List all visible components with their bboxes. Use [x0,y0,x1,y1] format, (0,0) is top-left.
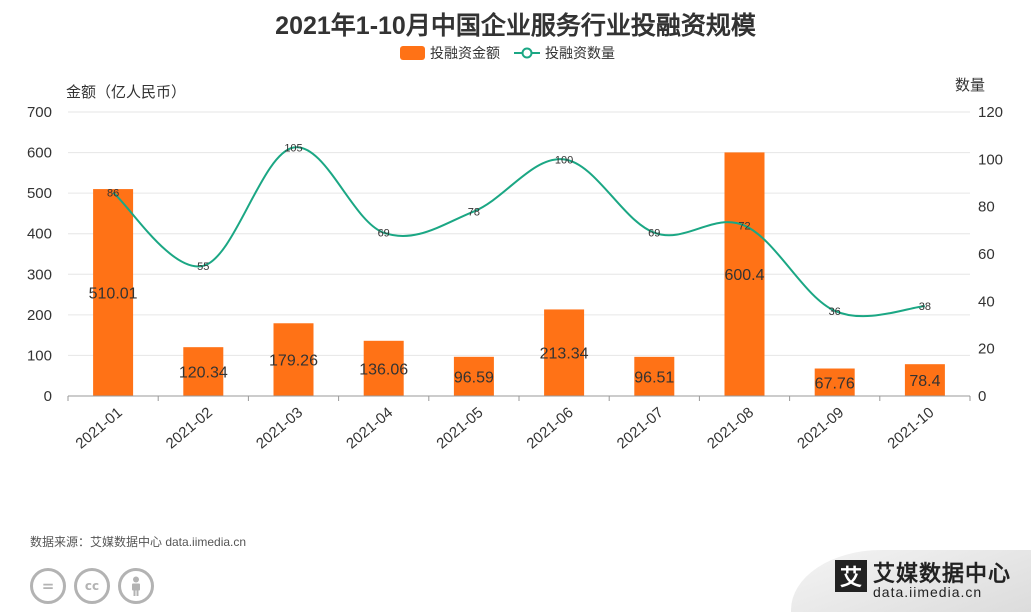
bar-value-label: 120.34 [179,365,228,382]
bar [93,189,134,396]
bar-value-label: 67.76 [815,375,855,392]
x-tick-label: 2021-08 [704,404,757,452]
left-tick-label: 600 [27,145,52,162]
cc-icon: cc [74,568,110,604]
right-tick-label: 20 [978,341,995,358]
bar [724,152,765,396]
bar [363,340,404,396]
right-axis-title: 数量 [955,77,986,94]
bar-value-label: 96.59 [454,369,494,386]
legend-item-count[interactable]: 投融资数量 [514,43,615,63]
line-value-label: 86 [107,187,119,199]
count-line [112,146,925,318]
line-value-label: 100 [555,154,573,166]
brand-watermark: 艾 艾媒数据中心 data.iimedia.cn [791,550,1031,612]
bar-value-label: 78.4 [909,373,940,390]
left-tick-label: 300 [27,266,52,283]
person-icon [118,568,154,604]
bar-value-label: 179.26 [269,353,318,370]
brand-name: 艾媒数据中心 [873,561,1012,586]
bar [814,368,855,396]
bar [904,364,945,396]
legend: 投融资金额 投融资数量 [400,44,629,62]
right-tick-label: 100 [978,151,1003,168]
x-tick-label: 2021-06 [524,404,577,452]
right-tick-label: 120 [978,104,1003,121]
x-tick-label: 2021-09 [794,404,847,452]
bar [634,356,675,396]
bar [183,347,224,396]
chart-title: 2021年1-10月中国企业服务行业投融资规模 [275,12,756,40]
right-tick-label: 60 [978,246,995,263]
left-tick-label: 400 [27,226,52,243]
left-tick-label: 0 [44,388,52,405]
x-tick-label: 2021-05 [433,404,486,452]
bar-value-label: 510.01 [89,286,138,303]
x-tick-label: 2021-01 [73,404,126,452]
line-value-label: 69 [378,228,390,240]
line-value-label: 38 [919,301,931,313]
legend-bar-swatch [400,46,425,60]
left-axis-title: 金额（亿人民币） [66,84,187,101]
right-tick-label: 40 [978,293,995,310]
left-tick-label: 200 [27,307,52,324]
brand-logo: 艾 [835,560,867,592]
bar [273,323,314,396]
right-tick-label: 0 [978,388,986,405]
x-tick-label: 2021-02 [163,404,216,452]
bar-value-label: 136.06 [359,361,408,378]
right-tick-label: 80 [978,199,995,216]
legend-label-count: 投融资数量 [545,45,615,61]
bar-value-label: 213.34 [540,346,589,363]
left-tick-label: 500 [27,185,52,202]
left-tick-label: 100 [27,347,52,364]
line-value-label: 72 [738,221,750,233]
line-value-label: 69 [648,228,660,240]
line-value-label: 78 [468,206,480,218]
x-tick-label: 2021-10 [884,404,937,452]
legend-line-swatch [514,47,540,59]
x-tick-label: 2021-03 [253,404,306,452]
bar [453,356,494,396]
x-tick-label: 2021-07 [614,404,667,452]
line-value-label: 105 [284,143,302,155]
legend-item-amount[interactable]: 投融资金额 [400,43,500,63]
brand-url: data.iimedia.cn [873,584,983,600]
line-value-label: 36 [829,306,841,318]
data-source: 数据来源：艾媒数据中心 data.iimedia.cn [30,535,247,549]
x-tick-label: 2021-04 [343,404,396,452]
line-value-label: 55 [197,261,209,273]
left-tick-label: 700 [27,104,52,121]
license-icons: = cc [30,568,162,604]
bar-value-label: 96.51 [634,369,674,386]
bar-value-label: 600.4 [724,267,764,284]
bar [544,309,585,396]
legend-label-amount: 投融资金额 [430,45,500,61]
equal-icon: = [30,568,66,604]
